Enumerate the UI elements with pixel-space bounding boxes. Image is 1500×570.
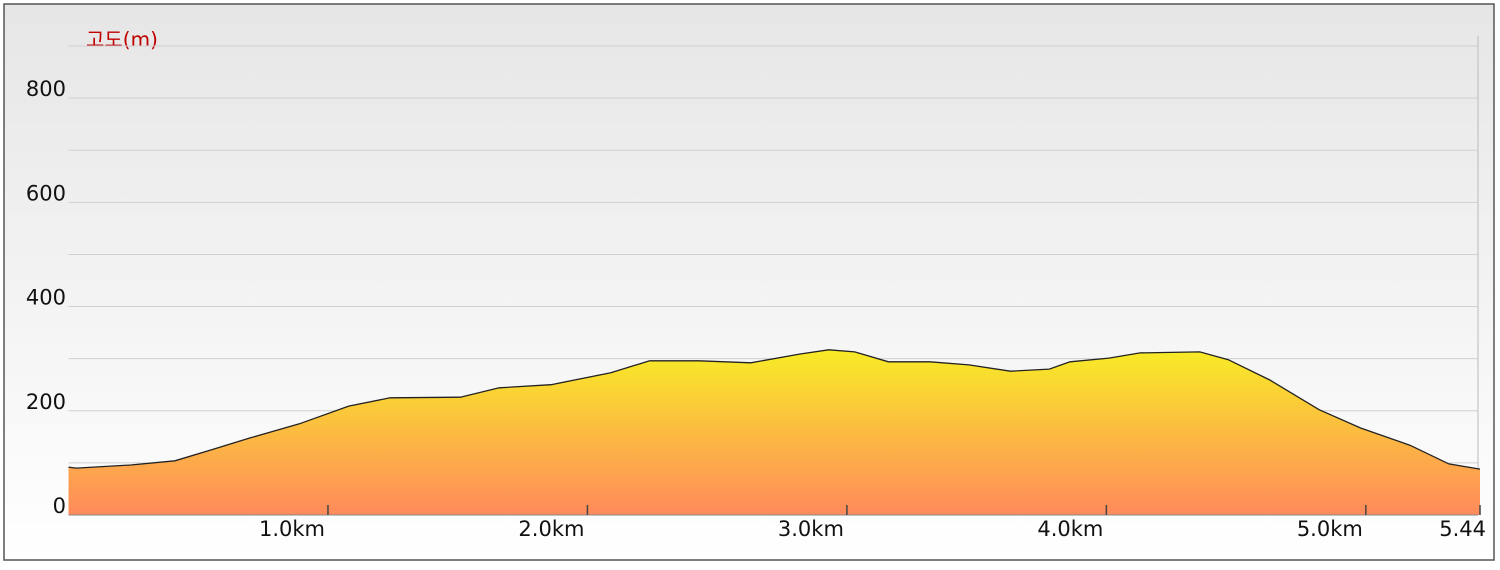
y-tick-label: 200 (26, 390, 66, 414)
line (68, 349, 1481, 470)
area (68, 349, 1480, 515)
y-tick-label: 400 (26, 286, 66, 310)
y-tick-label: 0 (53, 494, 66, 518)
x-tick-label: 1.0km (259, 517, 325, 541)
x-tick-label: 2.0km (518, 517, 584, 541)
y-tick-label: 600 (26, 181, 66, 205)
x-tick-label: 5.0km (1297, 517, 1363, 541)
x-tick-label: 4.0km (1037, 517, 1103, 541)
y-axis-label: 고도(m) (86, 28, 158, 52)
x-tick-label: 3.0km (778, 517, 844, 541)
y-tick-label: 800 (26, 77, 66, 101)
x-tick-label: 5.44 (1439, 517, 1486, 541)
